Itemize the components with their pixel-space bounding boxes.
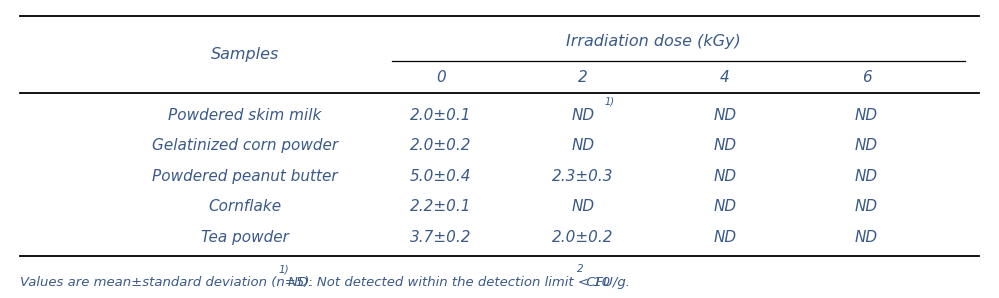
Text: ND: ND — [571, 199, 594, 214]
Text: 0: 0 — [436, 70, 446, 85]
Text: 1): 1) — [279, 264, 290, 274]
Text: ND: ND — [713, 169, 736, 184]
Text: 2.3±0.3: 2.3±0.3 — [552, 169, 613, 184]
Text: 2.0±0.1: 2.0±0.1 — [410, 108, 472, 123]
Text: Gelatinized corn powder: Gelatinized corn powder — [152, 138, 338, 153]
Text: 2.2±0.1: 2.2±0.1 — [410, 199, 472, 214]
Text: Powdered peanut butter: Powdered peanut butter — [152, 169, 338, 184]
Text: ND: ND — [713, 199, 736, 214]
Text: Cornflake: Cornflake — [209, 199, 282, 214]
Text: 3.7±0.2: 3.7±0.2 — [410, 230, 472, 245]
Text: Powdered skim milk: Powdered skim milk — [168, 108, 322, 123]
Text: Tea powder: Tea powder — [201, 230, 289, 245]
Text: 4: 4 — [720, 70, 729, 85]
Text: 2: 2 — [577, 264, 583, 274]
Text: ND: ND — [855, 199, 878, 214]
Text: 5.0±0.4: 5.0±0.4 — [410, 169, 472, 184]
Text: Values are mean±standard deviation (n=5).: Values are mean±standard deviation (n=5)… — [20, 276, 322, 289]
Text: ND: ND — [855, 230, 878, 245]
Text: ND: ND — [571, 108, 594, 123]
Text: ND: ND — [713, 230, 736, 245]
Text: CFU/g.: CFU/g. — [581, 276, 629, 289]
Text: 2.0±0.2: 2.0±0.2 — [410, 138, 472, 153]
Text: ND: ND — [713, 108, 736, 123]
Text: Samples: Samples — [211, 47, 279, 62]
Text: 2.0±0.2: 2.0±0.2 — [552, 230, 613, 245]
Text: ND: ND — [571, 138, 594, 153]
Text: ND: Not detected within the detection limit < 10: ND: Not detected within the detection li… — [288, 276, 610, 289]
Text: Irradiation dose (kGy): Irradiation dose (kGy) — [566, 35, 741, 49]
Text: 2: 2 — [577, 70, 587, 85]
Text: 1): 1) — [604, 97, 614, 107]
Text: ND: ND — [855, 108, 878, 123]
Text: ND: ND — [713, 138, 736, 153]
Text: ND: ND — [855, 138, 878, 153]
Text: 6: 6 — [862, 70, 871, 85]
Text: ND: ND — [855, 169, 878, 184]
